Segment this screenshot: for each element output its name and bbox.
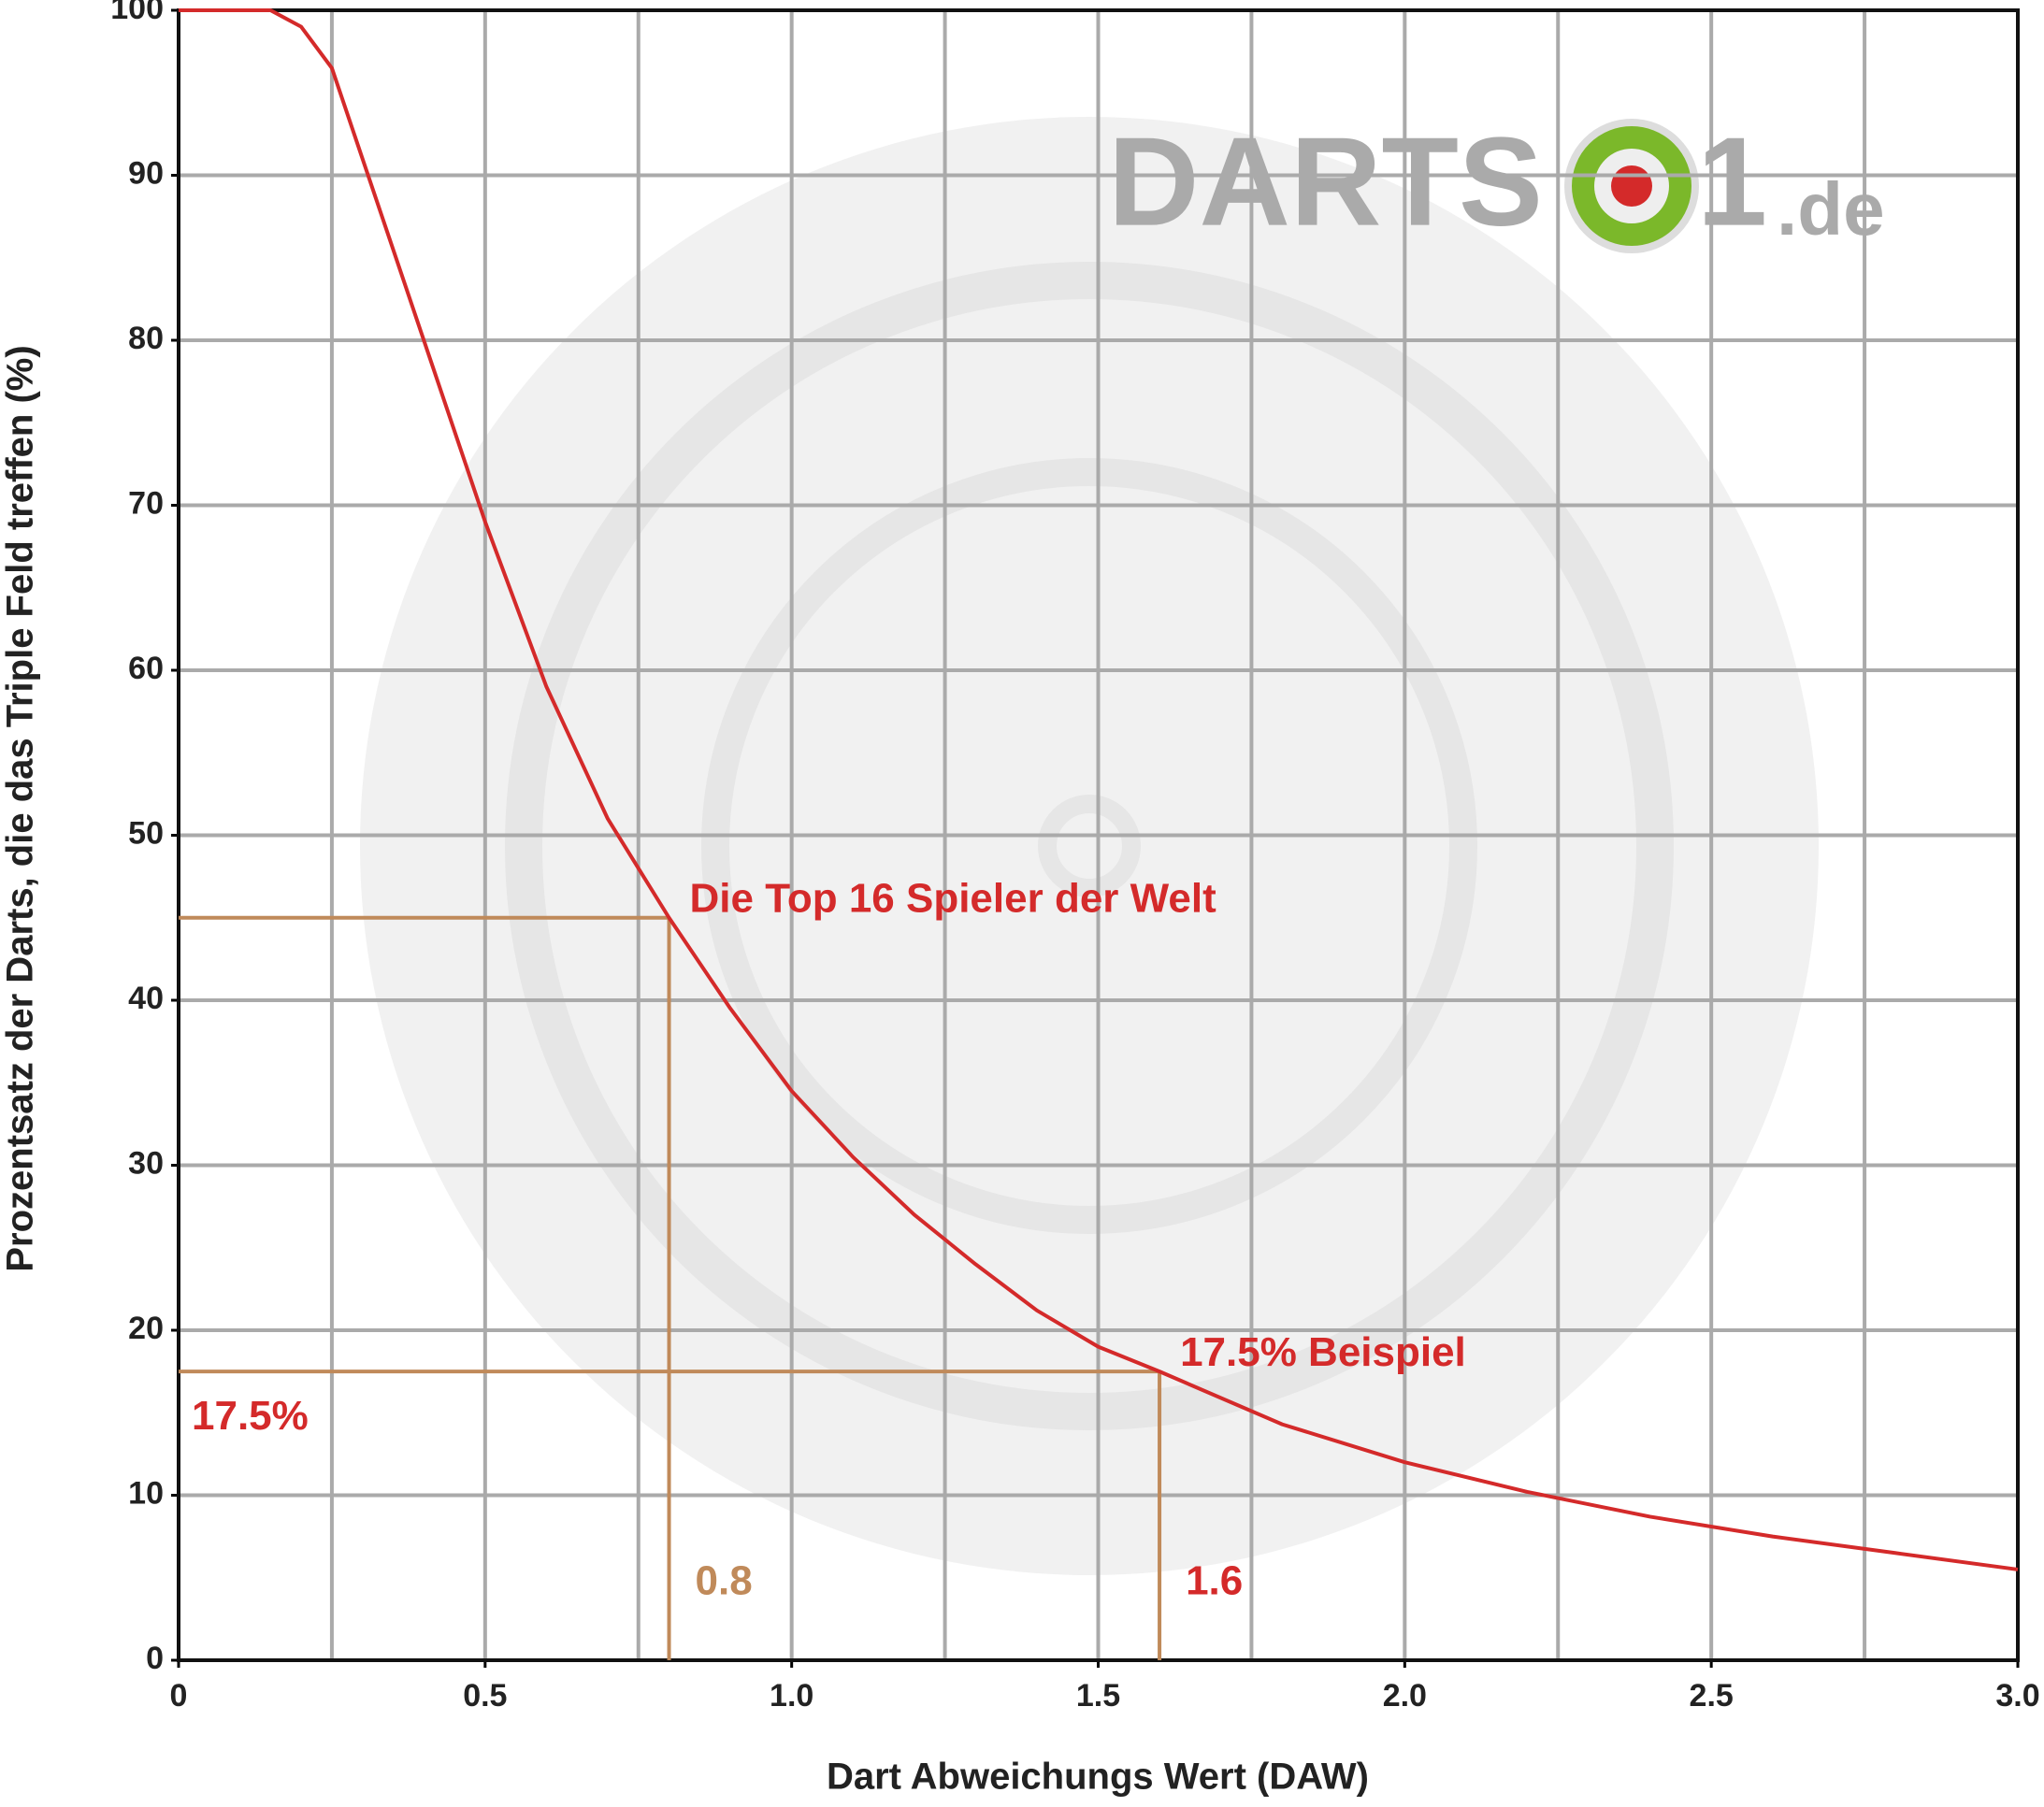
plot-frame [177, 8, 2020, 1662]
bull [1038, 795, 1141, 897]
y-tick-label: 80 [128, 321, 164, 356]
x-tick-label: 2.0 [1383, 1678, 1427, 1714]
ring [701, 458, 1477, 1234]
logo-text: 1 [1697, 111, 1767, 252]
dartboard-watermark [360, 117, 1819, 1575]
reference-x-label: 0.8 [696, 1558, 753, 1604]
x-tick-label: 3.0 [1995, 1678, 2039, 1714]
y-tick-label: 90 [128, 155, 164, 191]
y-tick-label: 20 [128, 1311, 164, 1346]
y-tick-label: 0 [146, 1641, 164, 1676]
logo-text: .de [1777, 167, 1885, 251]
logo-dot [1611, 165, 1652, 207]
y-tick-label: 10 [128, 1475, 164, 1511]
board [360, 117, 1819, 1575]
x-tick-label: 1.0 [770, 1678, 813, 1714]
reference-label: Die Top 16 Spieler der Welt [690, 875, 1217, 921]
data-line [179, 8, 2019, 1571]
y-axis-label: Prozentsatz der Darts, die das Triple Fe… [0, 345, 41, 1271]
x-tick-label: 0.5 [463, 1678, 507, 1714]
x-axis-label: Dart Abweichungs Wert (DAW) [827, 1757, 1369, 1798]
y-tick-label: 50 [128, 815, 164, 851]
logo-text: DARTS [1108, 111, 1543, 252]
reference-label: 17.5% Beispiel [1180, 1329, 1466, 1375]
y-tick-label: 40 [128, 981, 164, 1016]
y-tick-label: 30 [128, 1145, 164, 1181]
y-tick-label: 60 [128, 651, 164, 686]
x-tick-label: 1.5 [1076, 1678, 1120, 1714]
y-tick-label: 70 [128, 485, 164, 521]
ring [505, 262, 1674, 1430]
y-tick-label: 100 [110, 0, 164, 26]
reference-y-label: 17.5% [192, 1393, 309, 1439]
reference-x-label: 1.6 [1186, 1558, 1243, 1604]
x-tick-label: 2.5 [1690, 1678, 1734, 1714]
x-tick-label: 0 [170, 1678, 188, 1714]
